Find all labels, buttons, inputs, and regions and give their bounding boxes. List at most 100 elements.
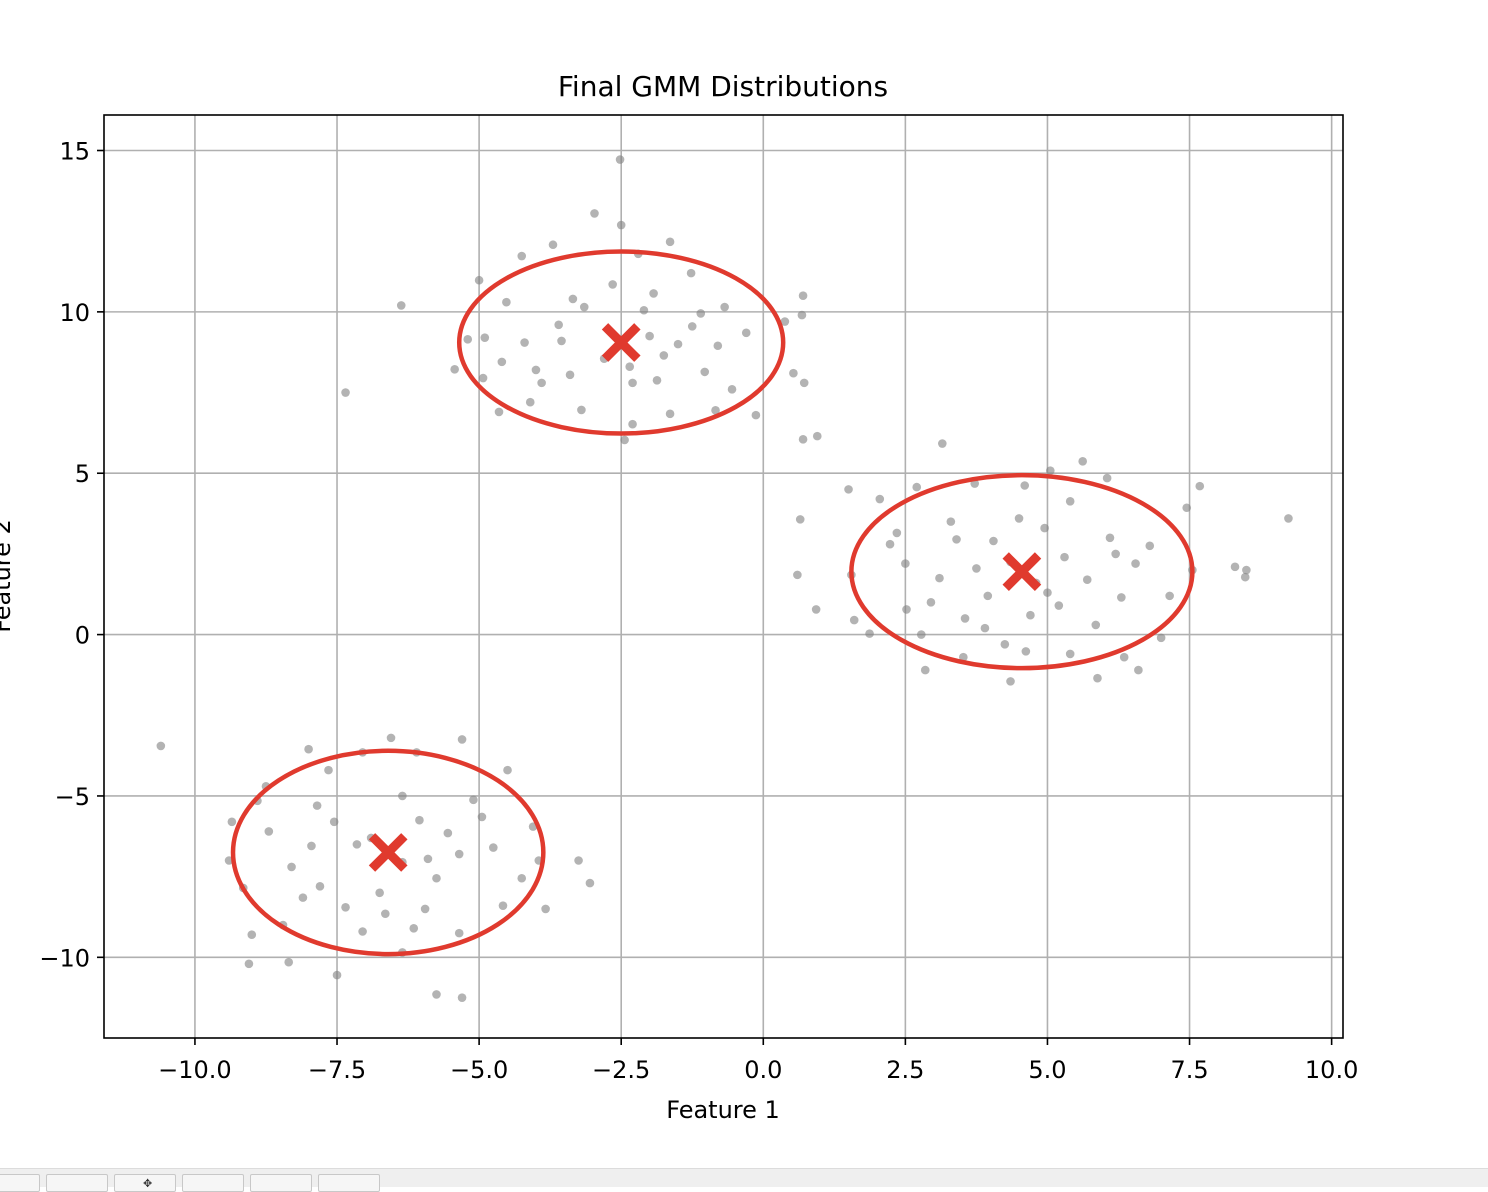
x-tick-label: −2.5 (592, 1056, 650, 1084)
data-point (608, 280, 617, 289)
data-point (946, 517, 956, 526)
toolbar-button[interactable] (46, 1174, 108, 1192)
toolbar-button[interactable] (0, 1174, 40, 1192)
data-point (615, 155, 625, 164)
data-point (432, 990, 441, 999)
data-point (423, 854, 433, 864)
data-point (457, 993, 467, 1002)
data-point (574, 856, 583, 865)
x-tick-label: 5.0 (1028, 1056, 1066, 1084)
data-point (489, 843, 498, 852)
data-point (329, 817, 339, 827)
data-point (696, 309, 706, 318)
data-point (901, 559, 910, 568)
data-point (665, 409, 675, 419)
axes-frame (103, 114, 1344, 1039)
x-axis-label: Feature 1 (666, 1096, 780, 1124)
y-axis-label: Feature 2 (0, 519, 16, 633)
data-point (341, 388, 350, 397)
data-point (415, 815, 424, 825)
x-tick-label: −7.5 (308, 1056, 366, 1084)
data-point (332, 970, 342, 980)
data-point (812, 431, 822, 441)
data-point (315, 882, 325, 891)
data-point (1284, 514, 1293, 523)
data-point (849, 615, 859, 625)
data-point (1046, 466, 1055, 475)
data-point (568, 294, 578, 304)
data-point (741, 328, 751, 338)
data-point (375, 888, 384, 898)
data-point (554, 320, 563, 330)
data-point (469, 795, 478, 805)
x-tick-label: 7.5 (1170, 1056, 1208, 1084)
data-point (844, 485, 853, 494)
data-point (358, 927, 367, 936)
gmm-mean-marker (1002, 552, 1042, 592)
x-tick-label: 0.0 (744, 1056, 782, 1084)
toolbar-button[interactable] (250, 1174, 312, 1192)
chart-title: Final GMM Distributions (558, 70, 888, 103)
data-point (398, 791, 407, 801)
gmm-mean-marker (368, 833, 408, 872)
toolbar-button[interactable]: ✥ (114, 1174, 176, 1192)
data-point (341, 902, 350, 912)
data-point (687, 322, 697, 331)
data-point (1091, 620, 1101, 630)
data-point (720, 302, 729, 312)
data-point (477, 812, 487, 822)
data-point (298, 893, 308, 902)
data-point (902, 605, 911, 614)
data-point (920, 665, 930, 675)
toolbar-button-icon: ✥ (143, 1177, 153, 1190)
data-point (494, 407, 504, 417)
data-point (1026, 610, 1035, 620)
data-point (625, 362, 635, 372)
data-points (156, 155, 1293, 1002)
y-tick-label: 15 (59, 138, 90, 166)
data-point (727, 385, 737, 394)
data-point (1082, 575, 1092, 585)
data-point (531, 365, 541, 375)
data-point (751, 410, 761, 420)
data-point (1105, 533, 1115, 543)
data-point (454, 928, 464, 938)
data-point (520, 338, 529, 347)
x-axis-ticks: −10.0 −7.5 −5.0 −2.5 0.0 2.5 5.0 7.5 10.0 (158, 1038, 1358, 1084)
data-point (1145, 541, 1155, 551)
toolbar-button[interactable] (318, 1174, 380, 1192)
data-point (244, 959, 254, 969)
x-tick-label: 2.5 (886, 1056, 924, 1084)
data-point (474, 275, 484, 285)
data-point (649, 289, 658, 298)
data-point (381, 909, 390, 919)
toolbar-button[interactable] (182, 1174, 244, 1192)
data-point (264, 827, 274, 836)
data-point (798, 291, 808, 301)
data-point (537, 378, 546, 388)
data-point (885, 539, 895, 549)
data-point (620, 435, 629, 445)
gmm-ellipse (230, 748, 546, 957)
gmm-means (368, 323, 1042, 872)
gmm-ellipses (230, 249, 1195, 957)
data-point (645, 331, 654, 341)
data-point (307, 841, 316, 851)
data-point (926, 598, 936, 607)
data-point (938, 439, 947, 448)
data-point (1230, 562, 1240, 572)
data-point (892, 528, 902, 538)
data-point (1020, 481, 1030, 490)
data-point (1102, 473, 1112, 483)
data-point (590, 209, 599, 218)
data-point (935, 573, 944, 583)
data-point (443, 828, 453, 838)
grid (104, 115, 1343, 1038)
data-point (912, 482, 922, 492)
data-point (463, 334, 473, 344)
data-point (952, 535, 961, 544)
data-point (1240, 572, 1250, 582)
data-point (324, 765, 333, 775)
data-point (352, 840, 362, 849)
data-point (284, 957, 294, 967)
